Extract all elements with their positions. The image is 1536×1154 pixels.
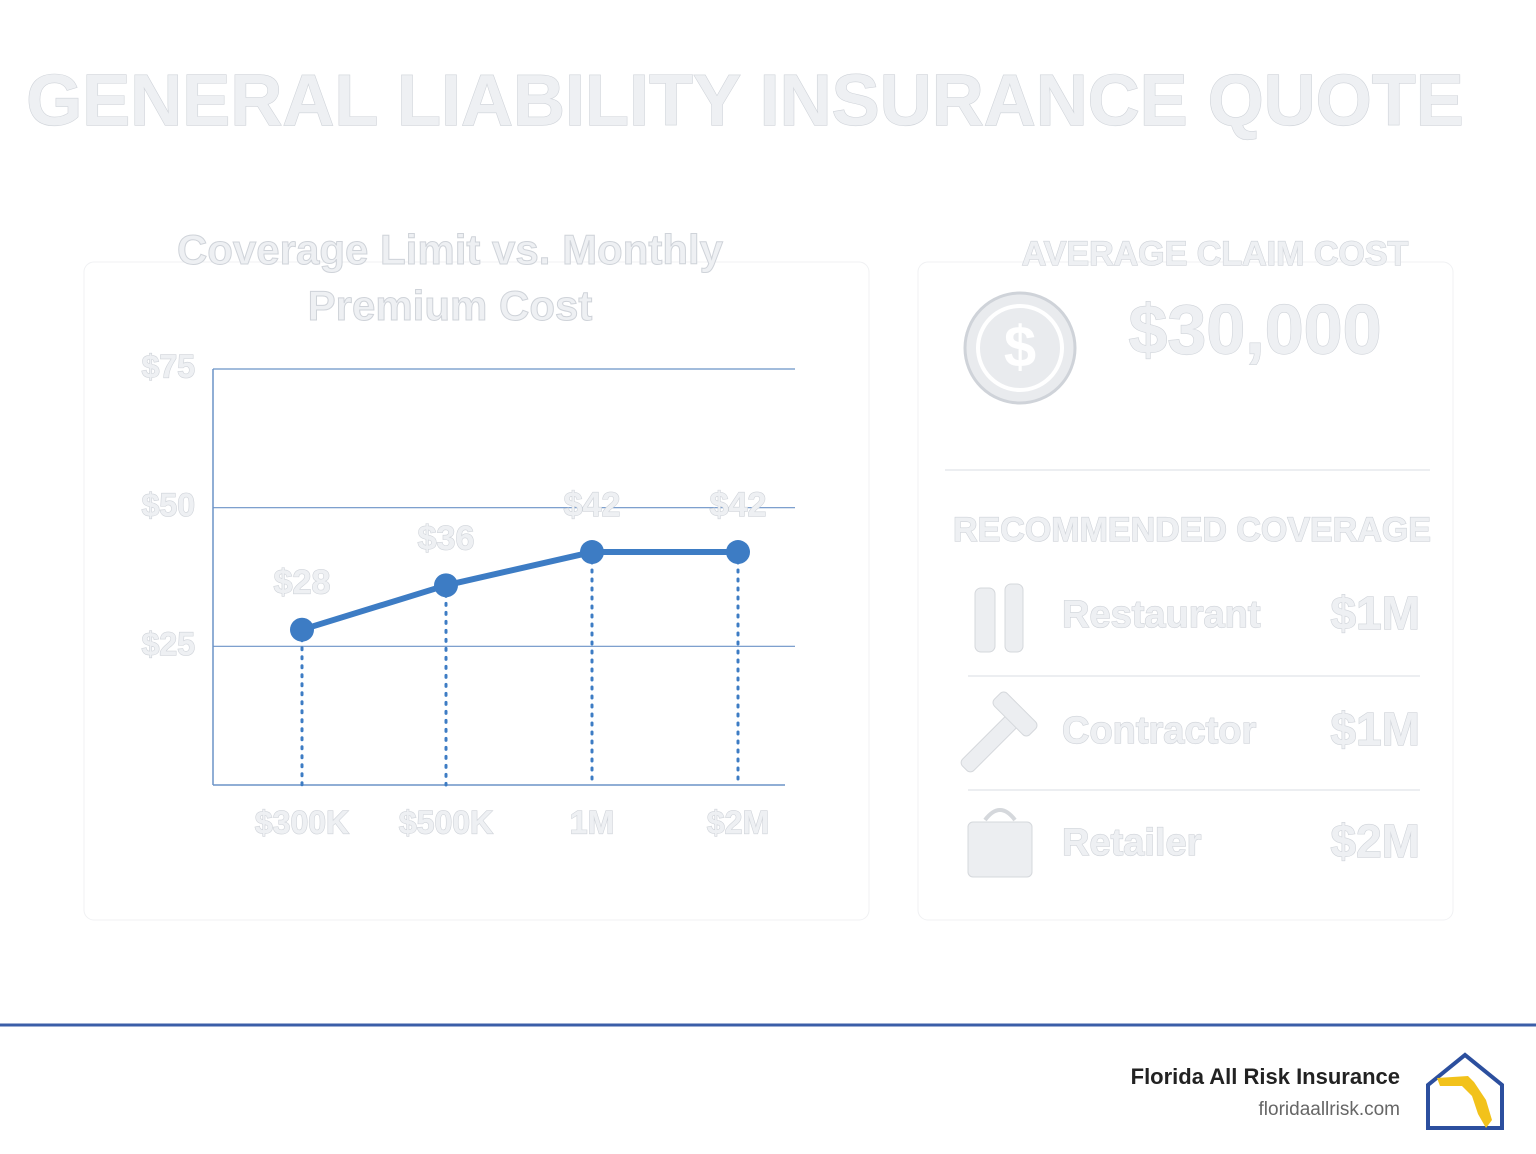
data-point: [580, 540, 604, 565]
chart-title: Coverage Limit vs. Monthly Premium Cost: [176, 226, 724, 330]
x-tick-label: 1M: [570, 804, 614, 840]
data-point: [290, 617, 314, 642]
x-tick-label: $500K: [399, 804, 493, 840]
company-url: floridaallrisk.com: [1259, 1099, 1400, 1120]
x-tick-label: $2M: [707, 804, 769, 840]
coverage-label: Restaurant: [1062, 594, 1261, 636]
coverage-title: RECOMMENDED COVERAGE: [953, 511, 1431, 549]
data-point: [726, 540, 750, 565]
fork-knife-icon: [974, 583, 1024, 653]
coverage-value: $2M: [1331, 815, 1420, 867]
y-tick-label: $50: [142, 487, 195, 523]
claim-title: AVERAGE CLAIM COST: [1022, 235, 1409, 273]
info-card: [917, 261, 1454, 921]
value-label: $36: [418, 519, 475, 557]
chart-card: [83, 261, 870, 921]
hammer-icon: [960, 691, 1038, 773]
coverage-value: $1M: [1331, 703, 1420, 755]
data-line: [301, 549, 738, 633]
data-point: [434, 573, 458, 598]
coverage-value: $1M: [1331, 587, 1420, 639]
plot: $25 $50 $75 $300K $500K 1M $2M $28 $36 $42 $42: [141, 348, 795, 841]
svg-text:$: $: [1004, 314, 1036, 379]
coverage-label: Contractor: [1062, 710, 1256, 752]
logo: [1426, 1052, 1504, 1130]
y-tick-label: $75: [142, 348, 195, 384]
value-label: $42: [564, 486, 621, 524]
company-name: Florida All Risk Insurance: [1131, 1064, 1400, 1089]
value-label: $28: [274, 564, 331, 602]
x-tick-label: $300K: [255, 804, 349, 840]
chart-title-box: Coverage Limit vs. Monthly Premium Cost: [176, 226, 724, 330]
page-title: GENERAL LIABILITY INSURANCE QUOTE: [26, 61, 1463, 141]
coin-icon: $: [963, 291, 1077, 405]
bag-icon: [967, 808, 1033, 878]
y-tick-label: $25: [142, 626, 195, 662]
value-label: $42: [710, 486, 767, 524]
coverage-label: Retailer: [1062, 822, 1202, 864]
claim-value: $30,000: [1128, 290, 1381, 368]
